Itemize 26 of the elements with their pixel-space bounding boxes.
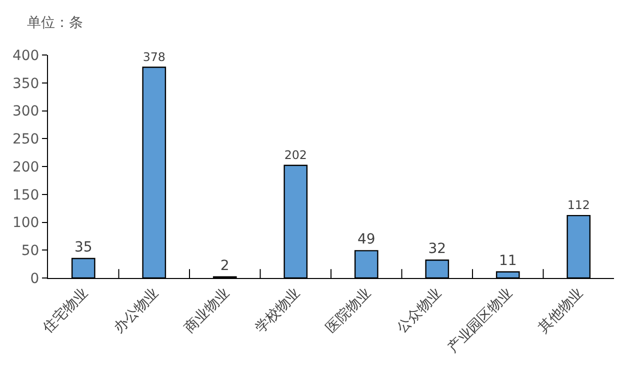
data-label: 11 bbox=[498, 252, 517, 269]
y-tick-label: 100 bbox=[12, 215, 40, 232]
data-label: 35 bbox=[74, 239, 92, 256]
x-tick-label: 住宅物业 bbox=[40, 285, 92, 337]
x-tick-label: 其他物业 bbox=[535, 285, 586, 336]
y-tick-label: 150 bbox=[12, 187, 40, 204]
data-label: 202 bbox=[284, 148, 307, 162]
x-tick-label: 办公物业 bbox=[110, 285, 162, 336]
x-tick-label: 医院物业 bbox=[323, 285, 374, 336]
data-label: 112 bbox=[567, 198, 590, 212]
x-tick-label: 商业物业 bbox=[182, 285, 233, 336]
text: 单位：条 bbox=[27, 15, 83, 31]
data-label: 32 bbox=[428, 241, 446, 258]
y-tick-label: 200 bbox=[12, 159, 40, 176]
data-label: 2 bbox=[220, 258, 230, 274]
y-tick-label: 250 bbox=[12, 132, 40, 148]
x-tick-label: 公众物业 bbox=[394, 285, 445, 336]
y-tick-label: 350 bbox=[12, 76, 40, 92]
y-tick-label: 300 bbox=[12, 104, 40, 120]
x-tick-label: 产业园区物业 bbox=[444, 285, 516, 356]
x-tick-label: 学校物业 bbox=[252, 285, 304, 336]
data-label: 49 bbox=[357, 232, 376, 248]
y-tick-label: 0 bbox=[30, 270, 40, 287]
y-tick-label: 400 bbox=[12, 48, 40, 64]
data-label: 378 bbox=[142, 50, 166, 64]
y-tick-label: 50 bbox=[21, 243, 40, 260]
